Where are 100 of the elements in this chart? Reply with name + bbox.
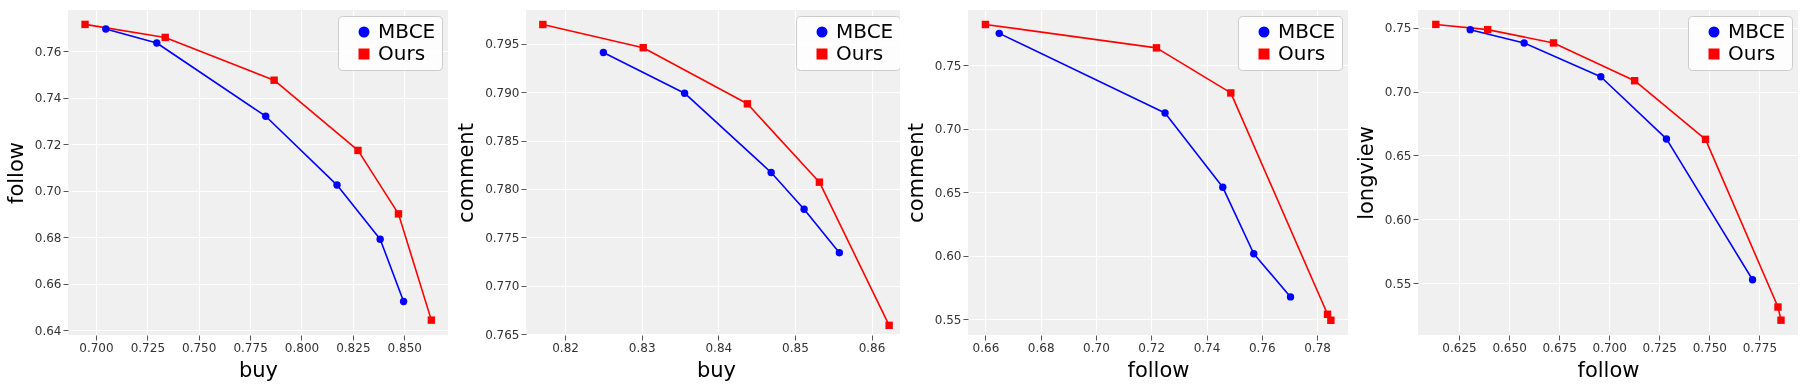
y-tick-label: 0.75 [1384,21,1412,36]
x-axis-title: buy [696,357,737,382]
point [1327,316,1335,324]
y-axis-title: comment [454,123,479,223]
point [1432,20,1440,29]
y-tick-label: 0.70 [1384,85,1412,100]
point [1227,89,1235,97]
x-tick-label: 0.775 [1742,340,1778,355]
point [1597,73,1605,81]
x-tick-label: 0.83 [628,340,656,355]
y-tick-label: 0.775 [485,230,520,245]
x-tick-label: 0.78 [1304,340,1331,355]
x-tick-label: 0.66 [972,340,1000,355]
point [81,20,89,29]
x-tick-label: 0.775 [233,340,268,355]
point [1219,183,1227,191]
y-tick-label: 0.65 [1384,148,1412,163]
x-tick-label: 0.70 [1083,340,1110,355]
point [262,112,270,120]
point [1777,316,1785,324]
point [394,210,403,218]
x-tick-label: 0.68 [1027,340,1055,355]
y-tick-label: 0.75 [934,58,962,73]
point [680,89,689,97]
point [1250,250,1258,258]
x-tick-label: 0.850 [387,340,422,355]
point [153,39,161,47]
point [539,20,547,29]
x-tick-label: 0.650 [1492,340,1527,355]
x-tick-label: 0.700 [1592,340,1627,355]
y-tick-label: 0.770 [485,279,520,294]
point [800,205,808,213]
legend-label: MBCE [378,19,436,43]
point [995,29,1003,38]
point [1662,135,1671,143]
point [1520,39,1528,47]
x-tick-label: 0.85 [782,340,809,355]
y-tick-label: 0.795 [485,37,520,52]
y-tick-label: 0.60 [1384,212,1412,227]
point [599,48,608,57]
y-axis-title: comment [903,123,928,223]
legend-label: MBCE [1278,19,1336,43]
x-tick-label: 0.72 [1138,340,1166,355]
point [1466,25,1474,34]
y-tick-label: 0.780 [485,182,520,197]
point [270,76,278,84]
legend-label: Ours [378,41,426,65]
y-tick-label: 0.76 [34,44,62,59]
y-tick-label: 0.70 [934,122,962,137]
y-tick-label: 0.74 [34,91,62,106]
point [1152,44,1161,52]
y-tick-label: 0.60 [934,249,962,264]
point [102,25,110,33]
x-axis-title: follow [1577,357,1640,382]
y-tick-label: 0.68 [34,230,62,245]
point [815,178,824,186]
point [767,168,775,177]
y-tick-label: 0.55 [934,312,962,327]
point [399,297,408,306]
point [354,146,362,155]
y-tick-label: 0.64 [34,323,62,338]
y-tick-label: 0.65 [934,185,962,200]
x-tick-label: 0.74 [1193,340,1221,355]
point [743,100,752,108]
x-tick-label: 0.675 [1542,340,1577,355]
x-tick-label: 0.750 [182,340,217,355]
legend-label: MBCE [1728,19,1786,43]
x-tick-label: 0.82 [552,340,579,355]
x-tick-label: 0.700 [79,340,114,355]
point [1286,293,1295,301]
legend-label: Ours [1278,41,1326,65]
point [1161,109,1169,117]
y-axis-title: longview [1353,126,1378,220]
x-tick-label: 0.750 [1692,340,1727,355]
legend-label: Ours [1728,41,1776,65]
legend-label: Ours [836,41,884,65]
point [333,181,341,189]
x-tick-label: 0.84 [705,340,733,355]
y-tick-label: 0.70 [34,184,62,199]
point [1774,303,1782,311]
y-tick-label: 0.790 [485,85,520,100]
x-tick-label: 0.625 [1442,340,1477,355]
x-tick-label: 0.725 [130,340,166,355]
x-axis-title: buy [238,357,279,382]
x-tick-label: 0.86 [858,340,886,355]
point [835,249,844,257]
y-tick-label: 0.66 [34,277,62,292]
x-axis-title: follow [1127,357,1190,382]
y-tick-label: 0.55 [1384,276,1412,291]
x-tick-label: 0.800 [284,340,320,355]
y-axis-title: follow [3,142,28,204]
point [1748,276,1757,284]
point [1549,39,1558,47]
x-tick-label: 0.76 [1248,340,1276,355]
x-tick-label: 0.825 [336,340,371,355]
legend-label: MBCE [836,19,894,43]
point [376,235,384,243]
point [885,321,893,330]
y-tick-label: 0.785 [485,134,520,149]
point [427,316,436,324]
